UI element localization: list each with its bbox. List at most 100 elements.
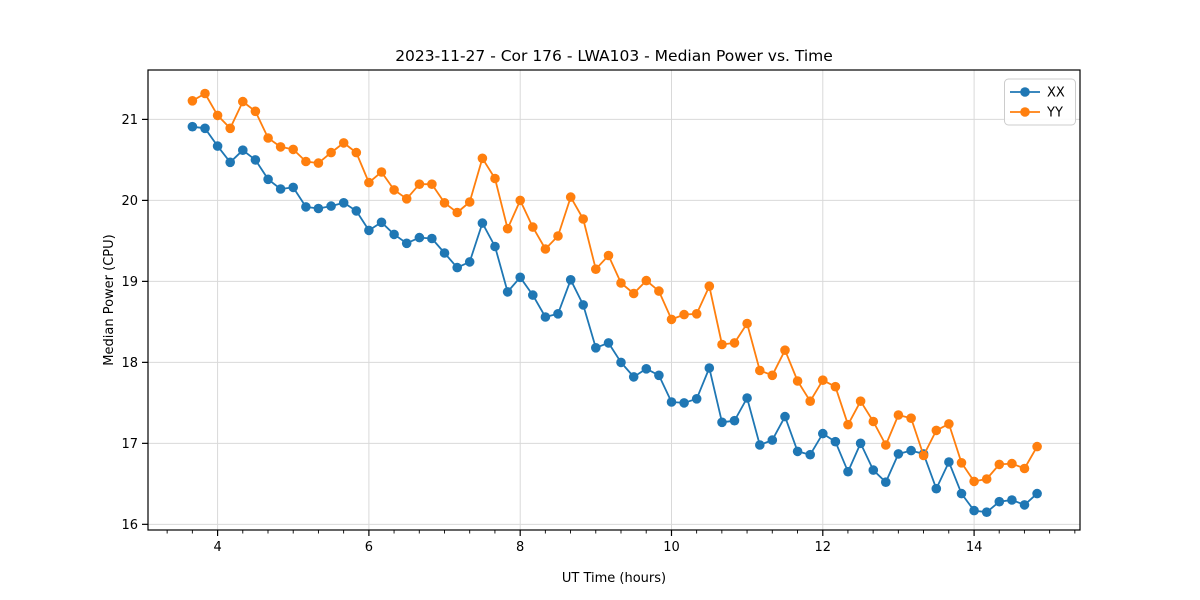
series-xx-marker <box>994 496 1005 507</box>
series-xx-marker <box>565 275 576 285</box>
series-yy-marker <box>893 410 904 420</box>
series-yy-marker <box>326 147 336 158</box>
series-yy-marker <box>628 288 639 299</box>
x-tick-label: 8 <box>516 540 524 555</box>
series-yy-marker <box>969 476 979 487</box>
series-yy-marker <box>578 214 588 224</box>
series-xx-marker <box>351 206 362 216</box>
series-xx-marker <box>666 397 677 407</box>
series-yy-marker <box>528 222 538 232</box>
series-yy-marker <box>250 106 261 117</box>
series-xx-marker <box>553 309 563 319</box>
series-xx-marker <box>338 198 349 208</box>
series-xx <box>187 121 1042 517</box>
series-yy-marker <box>742 318 752 329</box>
y-tick-label: 18 <box>121 356 138 371</box>
series-xx-marker <box>591 343 601 353</box>
series-xx-marker <box>376 217 387 228</box>
tick-layer: 4 6 8 10 12 14 16 17 18 19 20 21 <box>121 113 1076 555</box>
series-xx-marker <box>780 411 790 422</box>
series-yy-marker <box>868 416 879 427</box>
series-yy-marker <box>364 177 374 188</box>
series-xx-marker <box>1007 495 1017 505</box>
legend-label-yy: YY <box>1046 106 1063 121</box>
series-yy-marker <box>351 147 362 158</box>
chart-title: 2023-11-27 - Cor 176 - LWA103 - Median P… <box>395 47 833 65</box>
series-xx-marker <box>906 445 916 456</box>
series-xx-marker <box>717 417 727 428</box>
series-xx-marker <box>654 370 664 381</box>
series-yy-marker <box>401 194 412 204</box>
x-tick-label: 12 <box>815 540 832 555</box>
series-xx-marker <box>263 174 273 185</box>
series-yy <box>187 88 1042 487</box>
series-xx-marker <box>288 182 299 193</box>
y-tick-label: 20 <box>121 194 138 209</box>
series-yy-marker <box>313 158 324 168</box>
x-tick-label: 14 <box>966 540 983 555</box>
series-xx-marker <box>439 248 450 258</box>
series-yy-marker <box>603 250 614 261</box>
series-xx-marker <box>981 507 992 517</box>
series-xx-marker <box>755 440 765 450</box>
series-yy-marker <box>792 376 803 386</box>
series-yy-marker <box>944 419 954 429</box>
series-xx-marker <box>364 225 374 236</box>
series-yy-marker <box>591 264 601 275</box>
series-xx-marker <box>742 393 752 403</box>
series-yy-marker <box>843 419 853 430</box>
series-yy-marker <box>755 365 765 376</box>
series-xx-marker <box>452 262 463 273</box>
series-xx-marker <box>767 435 778 445</box>
y-tick-label: 17 <box>121 437 138 452</box>
series-yy-marker <box>691 309 702 319</box>
series-yy-line <box>191 92 1038 483</box>
axes-layer <box>147 69 1081 531</box>
series-yy-marker <box>855 396 866 407</box>
y-tick-label: 19 <box>121 275 138 290</box>
series-yy-marker <box>881 440 891 450</box>
series-yy-marker <box>906 413 916 424</box>
series-xx-marker <box>238 145 248 155</box>
series-yy-marker <box>490 173 500 184</box>
x-tick-label: 10 <box>663 540 680 555</box>
series-xx-marker <box>818 428 828 439</box>
series-xx-marker <box>326 201 336 211</box>
series-xx-marker <box>313 203 324 214</box>
series-xx-marker <box>679 398 689 408</box>
series-xx-marker <box>628 372 639 382</box>
plot-border <box>147 69 1081 531</box>
series-xx-marker <box>944 457 954 467</box>
series-xx-marker <box>641 364 652 374</box>
series-yy-marker <box>666 314 677 325</box>
series-xx-marker <box>275 184 286 194</box>
legend-entry-xx: XX <box>1010 86 1065 101</box>
series-yy-marker <box>956 458 967 468</box>
series-xx-marker <box>301 202 311 212</box>
series-yy-marker <box>818 375 828 386</box>
series-yy-marker <box>641 275 652 286</box>
series-yy-marker <box>553 231 563 241</box>
series-xx-marker <box>250 155 261 165</box>
series-xx-marker <box>187 121 198 132</box>
series-xx-marker <box>528 290 538 300</box>
series-xx-marker <box>477 218 488 228</box>
series-xx-marker <box>578 300 588 310</box>
series-xx-marker <box>502 287 513 297</box>
series-yy-marker <box>187 96 198 106</box>
series-yy-marker <box>225 123 235 134</box>
series-yy-marker <box>918 450 929 461</box>
series-yy-marker <box>439 198 450 208</box>
series-yy-marker <box>1007 458 1017 469</box>
series-yy-marker <box>502 223 513 234</box>
series-yy-marker <box>1019 463 1030 474</box>
series-yy-marker <box>729 338 740 348</box>
series-xx-marker <box>704 363 715 373</box>
series-layer <box>187 88 1042 517</box>
legend-marker-yy-icon <box>1020 107 1030 117</box>
series-yy-marker <box>477 153 488 164</box>
series-xx-marker <box>540 312 551 322</box>
series-xx-marker <box>414 232 425 243</box>
series-yy-marker <box>212 110 223 121</box>
